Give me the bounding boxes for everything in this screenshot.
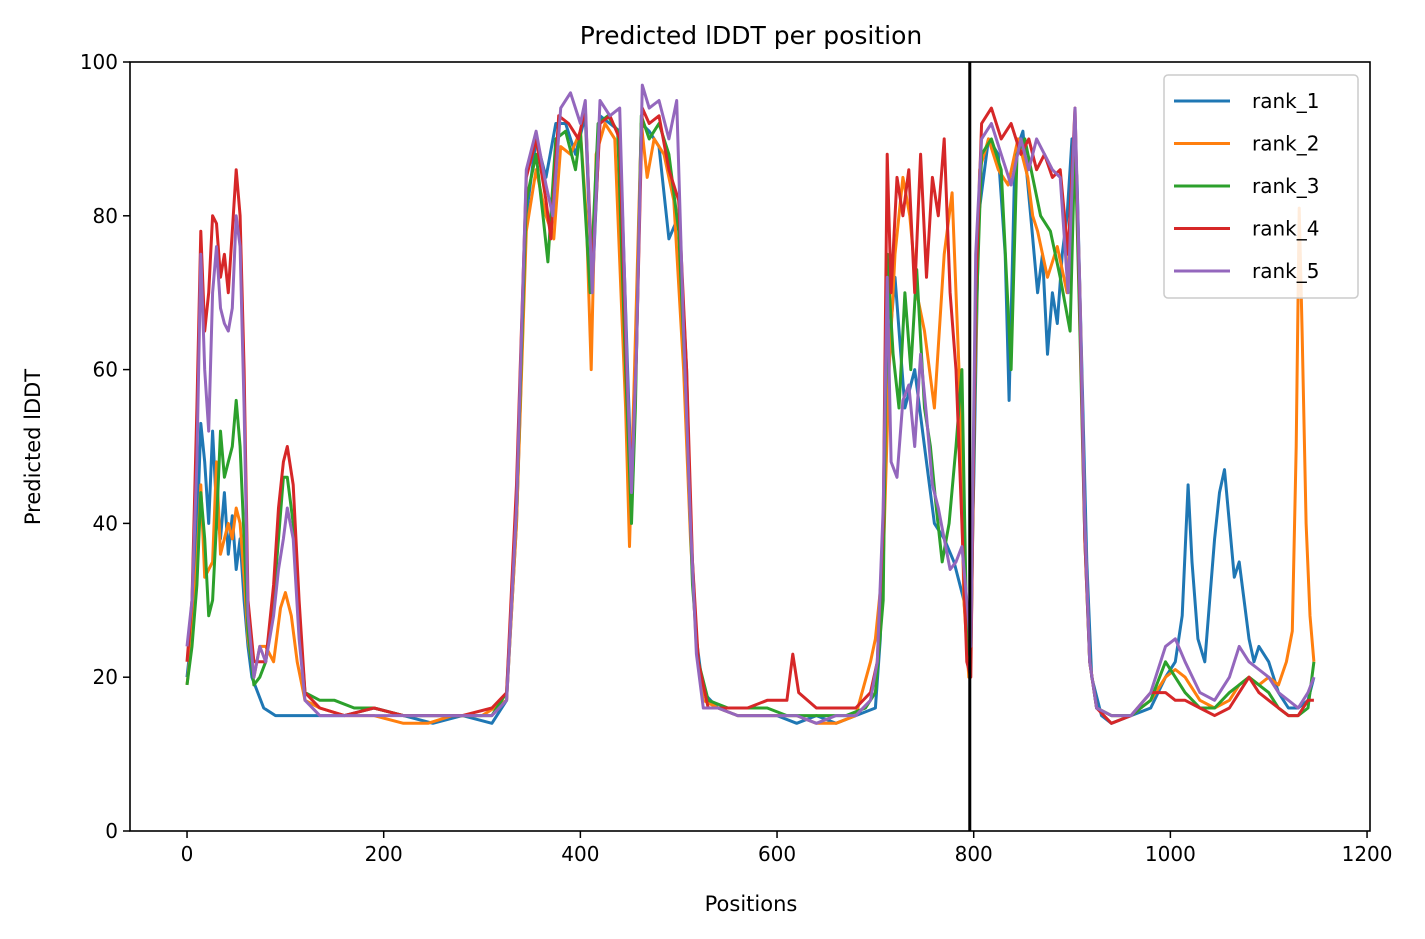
x-tick-label: 800 [955, 842, 993, 866]
y-axis-label: Predicted lDDT [21, 369, 45, 525]
plot-frame [129, 61, 1371, 832]
x-axis: 0 200 400 600 800 1000 1200 [181, 831, 1393, 866]
y-tick-label: 0 [105, 819, 118, 843]
x-tick-label: 200 [365, 842, 403, 866]
series-line-rank_1 [185, 114, 1316, 725]
chart-title: Predicted lDDT per position [580, 21, 922, 50]
x-tick-label: 1000 [1145, 842, 1196, 866]
legend-box [1163, 74, 1359, 299]
x-axis-label: Positions [705, 892, 798, 916]
x-tick-label: 400 [561, 842, 599, 866]
legend-label-rank_2: rank_2 [1252, 132, 1319, 156]
legend-label-rank_5: rank_5 [1252, 259, 1319, 283]
y-tick-label: 60 [93, 358, 118, 382]
y-tick-label: 80 [93, 204, 118, 228]
x-tick-label: 1200 [1342, 842, 1393, 866]
legend-label-rank_1: rank_1 [1252, 89, 1319, 113]
x-tick-label: 0 [181, 842, 194, 866]
legend-label-rank_3: rank_3 [1252, 174, 1319, 198]
series-line-rank_5 [185, 83, 1316, 725]
y-tick-label: 100 [80, 50, 118, 74]
y-tick-label: 40 [93, 511, 118, 535]
x-tick-label: 600 [758, 842, 796, 866]
legend-label-rank_4: rank_4 [1252, 217, 1319, 241]
plot-lines [185, 83, 1316, 725]
legend: rank_1 rank_2 rank_3 rank_4 rank_5 [1163, 74, 1359, 299]
y-axis: 0 20 40 60 80 100 [80, 50, 130, 843]
y-tick-label: 20 [93, 665, 118, 689]
